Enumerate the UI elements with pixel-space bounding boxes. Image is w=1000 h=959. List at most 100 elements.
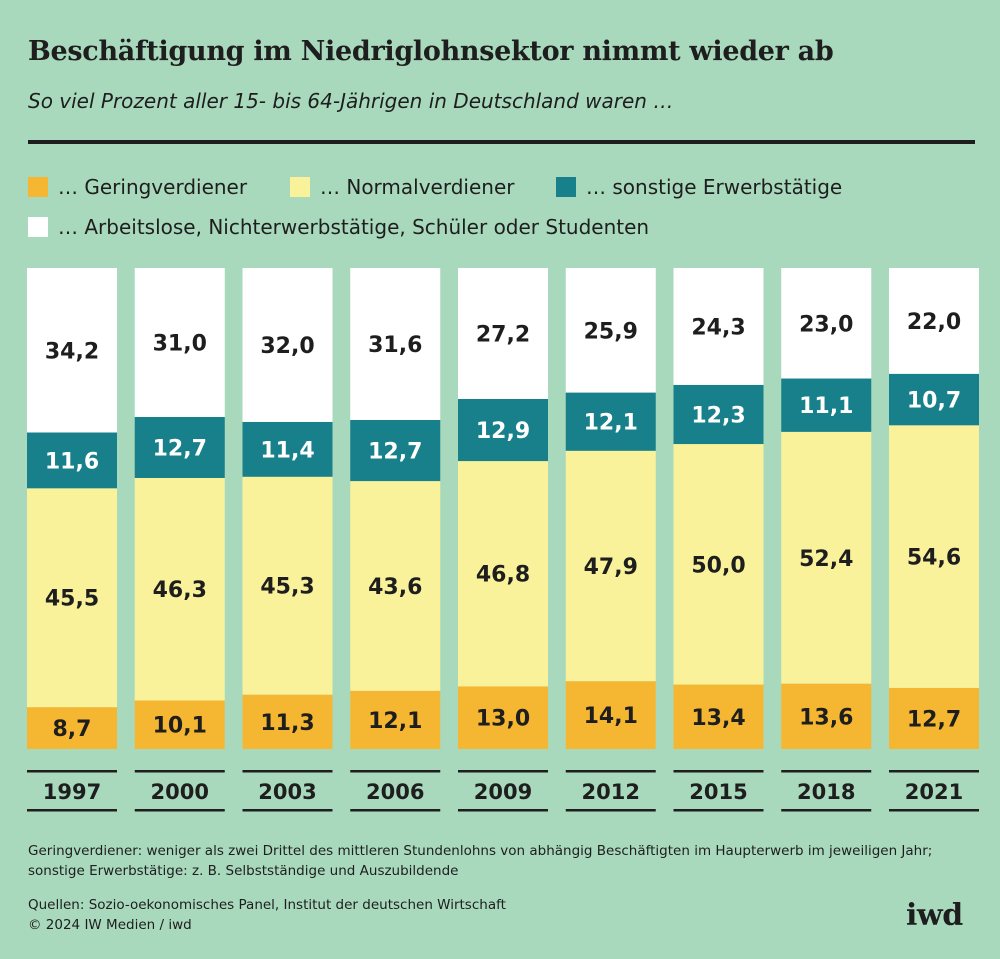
legend-label-sonstige-erwerbstaetige: … sonstige Erwerbstätige	[586, 175, 843, 199]
year-rule-top-2012	[565, 770, 656, 773]
legend-swatch-geringverdiener	[28, 177, 48, 197]
x-tick-label-2006: 2006	[366, 780, 424, 804]
legend-label-normalverdiener: … Normalverdiener	[320, 175, 515, 199]
year-rule-top-2021	[889, 770, 979, 773]
data-label-1997-s3: 34,2	[45, 339, 99, 364]
data-label-2018-s0: 13,6	[799, 705, 853, 730]
year-rule-bottom-2006	[350, 809, 441, 812]
legend-item-sonstige-erwerbstaetige: … sonstige Erwerbstätige	[556, 175, 842, 199]
bar-segment-2015-s3	[673, 268, 764, 385]
x-tick-label-2003: 2003	[258, 780, 316, 804]
data-label-2009-s2: 12,9	[476, 419, 530, 444]
data-label-2003-s2: 11,4	[260, 438, 314, 463]
x-tick-label-2009: 2009	[474, 780, 532, 804]
year-rule-bottom-2018	[781, 809, 872, 812]
chart-subtitle: So viel Prozent aller 15- bis 64-Jährige…	[28, 89, 674, 113]
year-rule-top-1997	[27, 770, 117, 773]
bar-segment-1997-s0	[27, 707, 117, 749]
data-label-2015-s3: 24,3	[691, 315, 745, 340]
data-label-2018-s3: 23,0	[799, 312, 853, 337]
bar-segment-1997-s1	[27, 488, 117, 708]
bar-segment-2012-s2	[565, 392, 656, 451]
year-rule-bottom-2012	[565, 809, 656, 812]
data-label-2012-s2: 12,1	[584, 411, 638, 436]
data-label-1997-s1: 45,5	[45, 587, 99, 612]
bar-segment-2012-s0	[565, 681, 656, 749]
data-label-2021-s1: 54,6	[907, 546, 961, 571]
year-rule-bottom-2015	[673, 809, 764, 812]
sources-line: Quellen: Sozio-oekonomisches Panel, Inst…	[28, 897, 506, 913]
legend-swatch-arbeitslose	[28, 217, 48, 237]
bar-segment-2021-s0	[889, 687, 979, 749]
x-tick-label-2018: 2018	[797, 780, 855, 804]
data-label-2000-s3: 31,0	[153, 331, 207, 356]
bar-segment-2018-s1	[781, 431, 872, 684]
year-rule-bottom-2021	[889, 809, 979, 812]
sources-block: Quellen: Sozio-oekonomisches Panel, Inst…	[28, 895, 506, 935]
year-rule-bottom-2000	[134, 809, 225, 812]
title-rule	[28, 140, 975, 144]
year-rule-top-2009	[458, 770, 548, 773]
data-label-2000-s0: 10,1	[153, 714, 207, 739]
bar-segment-2006-s3	[350, 268, 441, 420]
data-label-2015-s2: 12,3	[691, 403, 745, 428]
bar-segment-2015-s2	[673, 384, 764, 445]
data-label-2021-s0: 12,7	[907, 707, 961, 732]
data-label-2009-s0: 13,0	[476, 707, 530, 732]
bar-segment-2015-s1	[673, 444, 764, 685]
data-label-2012-s1: 47,9	[584, 555, 638, 580]
data-label-2006-s1: 43,6	[368, 575, 422, 600]
footnote: Geringverdiener: weniger als zwei Dritte…	[28, 843, 933, 879]
bar-segment-2009-s1	[458, 461, 548, 687]
bar-segment-2012-s3	[565, 268, 656, 393]
data-label-2003-s1: 45,3	[260, 575, 314, 600]
bar-segment-2021-s1	[889, 425, 979, 688]
bar-segment-2009-s2	[458, 398, 548, 462]
data-label-1997-s2: 11,6	[45, 449, 99, 474]
year-rule-top-2003	[242, 770, 333, 773]
data-label-2018-s2: 11,1	[799, 394, 853, 419]
data-label-2021-s2: 10,7	[907, 389, 961, 414]
data-label-2015-s1: 50,0	[691, 553, 745, 578]
legend-label-geringverdiener: … Geringverdiener	[58, 175, 248, 199]
bar-segment-2021-s3	[889, 268, 979, 374]
legend-swatch-normalverdiener	[290, 177, 310, 197]
legend-swatch-sonstige-erwerbstaetige	[556, 177, 576, 197]
data-label-2003-s3: 32,0	[260, 334, 314, 359]
copyright-line: © 2024 IW Medien / iwd	[28, 917, 192, 933]
year-rule-top-2006	[350, 770, 441, 773]
bar-segment-2006-s2	[350, 419, 441, 482]
data-label-2012-s0: 14,1	[584, 704, 638, 729]
bar-segment-2018-s2	[781, 378, 872, 432]
bar-segment-2000-s2	[134, 416, 225, 478]
iwd-logo: iwd	[906, 898, 963, 933]
bar-segment-2009-s0	[458, 686, 548, 749]
bar-segment-2000-s3	[134, 268, 225, 417]
bar-segment-2021-s2	[889, 373, 979, 426]
bar-segment-2006-s0	[350, 690, 441, 749]
data-label-2003-s0: 11,3	[260, 711, 314, 736]
data-label-2009-s3: 27,2	[476, 322, 530, 347]
legend-label-arbeitslose: … Arbeitslose, Nichterwerbstätige, Schül…	[58, 215, 650, 239]
bar-segment-2003-s3	[242, 268, 333, 422]
bar-segment-2000-s1	[134, 477, 225, 701]
legend-item-geringverdiener: … Geringverdiener	[28, 175, 247, 199]
bar-segment-2009-s3	[458, 268, 548, 399]
data-label-2012-s3: 25,9	[584, 319, 638, 344]
year-rule-top-2015	[673, 770, 764, 773]
data-label-2021-s3: 22,0	[907, 310, 961, 335]
x-tick-label-2021: 2021	[905, 780, 963, 804]
bar-segment-2003-s1	[242, 476, 333, 695]
stacked-bar-chart: 8,7 45,5 11,6 34,2 1997 10,1 46,3 12,7 31,0 2000 1…	[27, 268, 979, 812]
bar-segment-2006-s1	[350, 481, 441, 691]
data-label-2018-s1: 52,4	[799, 547, 853, 572]
legend-item-normalverdiener: … Normalverdiener	[290, 175, 515, 199]
chart-title: Beschäftigung im Niedriglohnsektor nimmt…	[28, 36, 834, 67]
year-rule-top-2000	[134, 770, 225, 773]
year-rule-top-2018	[781, 770, 872, 773]
x-tick-label-2000: 2000	[151, 780, 209, 804]
bar-segment-1997-s3	[27, 268, 117, 433]
legend-item-arbeitslose: … Arbeitslose, Nichterwerbstätige, Schül…	[28, 215, 649, 239]
x-tick-label-2015: 2015	[689, 780, 747, 804]
year-rule-bottom-1997	[27, 809, 117, 812]
